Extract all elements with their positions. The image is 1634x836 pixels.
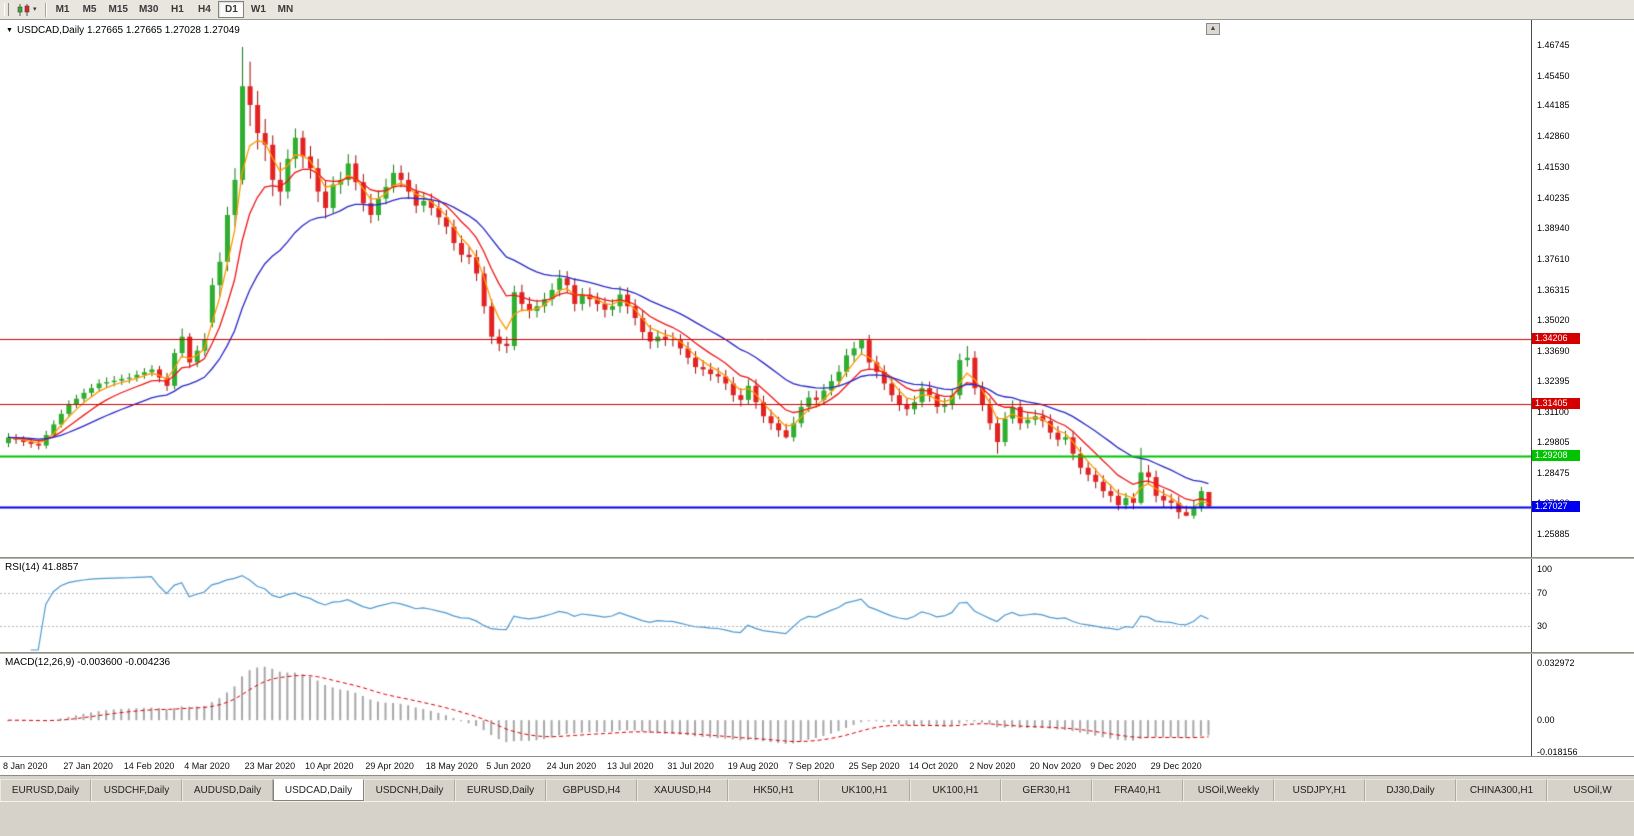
date-axis-label: 8 Jan 2020 [3,761,48,771]
date-axis-label: 14 Oct 2020 [909,761,959,771]
chart-tab-eurusd-daily[interactable]: EURUSD,Daily [0,779,91,801]
chart-tab-uk100-h1[interactable]: UK100,H1 [819,779,910,801]
date-axis-label: 9 Dec 2020 [1090,761,1137,771]
chart-tab-usoil-w[interactable]: USOil,W [1547,779,1634,801]
timeframe-button-m15[interactable]: M15 [104,1,133,18]
rsi-level-label: 100 [1537,564,1553,575]
price-axis-label: 1.44185 [1537,100,1570,111]
rsi-indicator-label: RSI(14) 41.8857 [5,562,79,573]
chart-tab-ger30-h1[interactable]: GER30,H1 [1001,779,1092,801]
chart-tab-usoil-weekly[interactable]: USOil,Weekly [1183,779,1274,801]
price-axis-label: 1.37610 [1537,254,1570,265]
chart-tab-fra40-h1[interactable]: FRA40,H1 [1092,779,1183,801]
toolbar-grip[interactable] [4,3,9,16]
chart-tab-eurusd-daily[interactable]: EURUSD,Daily [455,779,546,801]
date-axis-label: 14 Feb 2020 [123,761,175,771]
price-axis-label: 1.45450 [1537,70,1570,81]
rsi-indicator-canvas[interactable] [0,559,1531,652]
date-axis-label: 31 Jul 2020 [667,761,714,771]
price-axis-label: 1.40235 [1537,192,1570,203]
date-axis-label: 20 Nov 2020 [1029,761,1081,771]
chart-tab-dj30-daily[interactable]: DJ30,Daily [1365,779,1456,801]
timeframe-button-m1[interactable]: M1 [50,1,76,18]
price-level-tag: 1.31405 [1532,398,1580,410]
price-level-tag: 1.34206 [1532,332,1580,344]
date-axis-label: 29 Apr 2020 [365,761,414,771]
price-axis-line [1531,20,1532,757]
price-axis-label: 1.41530 [1537,162,1570,173]
toolbar-separator [44,2,46,17]
rsi-level-label: 70 [1537,588,1548,599]
chart-tab-hk50-h1[interactable]: HK50,H1 [728,779,819,801]
timeframe-button-m30[interactable]: M30 [134,1,163,18]
timeframe-button-h1[interactable]: H1 [164,1,190,18]
date-axis-label: 13 Jul 2020 [607,761,654,771]
rsi-level-label: 30 [1537,620,1548,631]
date-axis-label: 2 Nov 2020 [969,761,1016,771]
chart-title-text: USDCAD,Daily 1.27665 1.27665 1.27028 1.2… [16,25,240,36]
chart-tab-china300-h1[interactable]: CHINA300,H1 [1456,779,1547,801]
status-bar [0,801,1634,836]
date-axis-label: 29 Dec 2020 [1150,761,1202,771]
macd-panel-splitter[interactable] [0,652,1634,654]
chart-type-button[interactable]: ▾ [13,0,41,19]
timeframe-button-w1[interactable]: W1 [245,1,271,18]
price-axis-label: 1.25885 [1537,528,1570,539]
date-axis-label: 5 Jun 2020 [486,761,531,771]
quote-dropdown-icon: ▼ [6,27,13,34]
chart-tab-usdjpy-h1[interactable]: USDJPY,H1 [1274,779,1365,801]
chart-tab-xauusd-h4[interactable]: XAUUSD,H4 [637,779,728,801]
candlestick-chart-icon [17,3,30,16]
price-axis-label: 1.32395 [1537,376,1570,387]
chart-tabbar: EURUSD,Daily USDCHF,Daily AUDUSD,Daily USDC… [0,775,1634,801]
price-axis-label: 1.36315 [1537,284,1570,295]
chart-tab-usdcnh-daily[interactable]: USDCNH,Daily [364,779,455,801]
chart-tab-uk100-h1[interactable]: UK100,H1 [910,779,1001,801]
price-chart-canvas[interactable] [0,20,1531,557]
date-axis-label: 25 Sep 2020 [848,761,900,771]
price-level-tag: 1.27027 [1532,500,1580,512]
scroll-up-icon: ▲ [1209,25,1217,32]
chart-title: ▼ USDCAD,Daily 1.27665 1.27665 1.27028 1… [6,25,240,36]
timeframe-button-mn[interactable]: MN [272,1,298,18]
date-axis-label: 27 Jan 2020 [63,761,113,771]
date-axis-label: 23 Mar 2020 [244,761,296,771]
date-axis-label: 18 May 2020 [425,761,478,771]
price-axis-label: 1.35020 [1537,314,1570,325]
price-level-tag: 1.29208 [1532,449,1580,461]
timeframe-button-d1[interactable]: D1 [218,1,245,18]
date-axis-label: 4 Mar 2020 [184,761,230,771]
date-axis-label: 10 Apr 2020 [305,761,354,771]
price-axis-label: 1.42860 [1537,131,1570,142]
chevron-down-icon: ▾ [33,6,37,13]
macd-scale-label: 0.00 [1537,715,1555,726]
date-axis-label: 19 Aug 2020 [727,761,779,771]
date-axis-splitter [0,756,1634,757]
macd-indicator-canvas[interactable] [0,654,1531,756]
chart-tab-audusd-daily[interactable]: AUDUSD,Daily [182,779,273,801]
chart-tab-usdchf-daily[interactable]: USDCHF,Daily [91,779,182,801]
chart-tab-gbpusd-h4[interactable]: GBPUSD,H4 [546,779,637,801]
chart-tab-usdcad-daily[interactable]: USDCAD,Daily [273,779,364,801]
chart-scroll-up-button[interactable]: ▲ [1206,23,1220,35]
price-axis-label: 1.46745 [1537,40,1570,51]
price-axis-label: 1.33690 [1537,345,1570,356]
date-axis-label: 24 Jun 2020 [546,761,597,771]
price-axis-label: 1.31100 [1537,406,1569,417]
timeframe-button-h4[interactable]: H4 [191,1,217,18]
macd-indicator-label: MACD(12,26,9) -0.003600 -0.004236 [5,657,171,668]
date-axis-label: 7 Sep 2020 [788,761,835,771]
price-axis-label: 1.28475 [1537,468,1570,478]
macd-scale-label: -0.018156 [1537,746,1578,757]
main-toolbar: ▾ M1 M5 M15 M30 H1 H4 D1 W1 MN [0,0,1634,20]
timeframe-button-m5[interactable]: M5 [77,1,103,18]
rsi-panel-splitter[interactable] [0,557,1634,559]
macd-scale-label: 0.032972 [1537,657,1575,668]
timeframe-toolbar: M1 M5 M15 M30 H1 H4 D1 W1 MN [50,1,300,18]
price-axis-label: 1.38940 [1537,223,1570,234]
price-axis-label: 1.29805 [1537,436,1570,447]
